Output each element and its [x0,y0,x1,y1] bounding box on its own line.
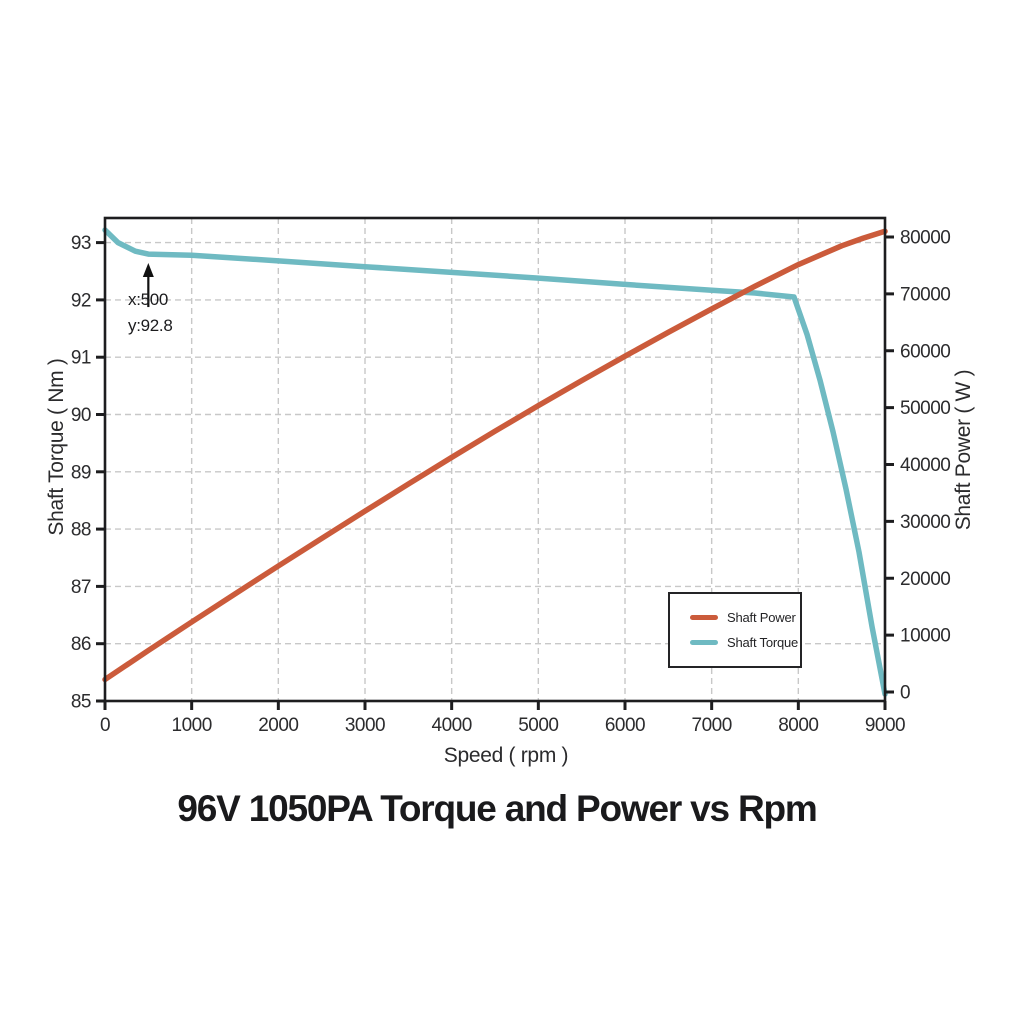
curve-shaft-power [102,228,888,683]
legend-item-shaft-power: Shaft Power [690,610,800,625]
x-tick-label: 6000 [605,715,645,736]
chart-title: 96V 1050PA Torque and Power vs Rpm [177,788,817,829]
y-right-tick-label: 20000 [900,569,950,590]
legend: Shaft Power Shaft Torque [668,592,802,668]
y-left-tick-label: 85 [71,692,91,713]
y-axis-left-title: Shaft Torque ( Nm ) [45,358,68,536]
x-tick-label: 7000 [692,715,732,736]
annotation-line-x: x:500 [128,290,169,309]
x-tick-label: 5000 [518,715,558,736]
annotation-arrow-head [142,263,154,278]
legend-swatch [690,615,718,620]
y-right-tick-label: 80000 [900,228,950,249]
legend-label: Shaft Torque [727,635,799,650]
legend-swatch [690,640,718,645]
x-tick-label: 2000 [258,715,298,736]
x-tick-label: 8000 [778,715,818,736]
x-axis-title: Speed ( rpm ) [443,744,569,767]
y-right-tick-label: 0 [900,683,910,704]
y-left-tick-label: 86 [71,634,91,655]
x-tick-label: 9000 [865,715,905,736]
y-left-tick-label: 89 [71,462,91,483]
legend-item-shaft-torque: Shaft Torque [690,635,800,650]
y-left-tick-label: 91 [71,348,91,369]
x-tick-label: 0 [100,715,110,736]
y-right-tick-label: 60000 [900,341,950,362]
annotation-line-y: y:92.8 [128,316,173,336]
y-right-tick-label: 10000 [900,626,950,647]
y-right-tick-label: 70000 [900,284,950,305]
curve-shaft-torque [102,227,888,697]
y-left-tick-label: 90 [71,405,91,426]
x-tick-label: 1000 [172,715,212,736]
y-right-tick-label: 40000 [900,455,950,476]
point-annotation: x:500 y:92.8 [128,287,173,340]
y-left-tick-label: 92 [71,290,91,311]
y-right-tick-label: 50000 [900,398,950,419]
legend-label: Shaft Power [727,610,796,625]
x-tick-label: 3000 [345,715,385,736]
y-axis-right-title: Shaft Power ( W ) [952,369,975,531]
y-left-tick-label: 93 [71,233,91,254]
y-left-tick-label: 88 [71,520,91,541]
y-left-tick-label: 87 [71,577,91,598]
y-right-tick-label: 30000 [900,512,950,533]
plot-border [103,216,887,703]
x-tick-label: 4000 [432,715,472,736]
